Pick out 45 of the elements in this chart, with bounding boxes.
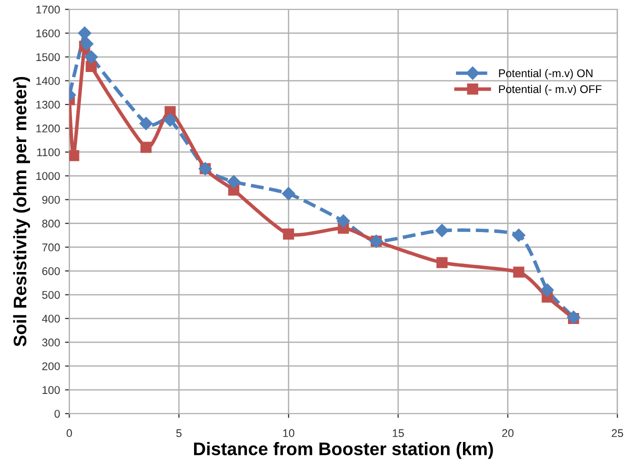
y-tick-label: 1200 [36, 124, 60, 132]
point [435, 224, 449, 238]
y-tick-label: 100 [42, 386, 60, 394]
point [78, 26, 92, 40]
y-tick-label: 300 [42, 338, 60, 346]
point [512, 228, 526, 242]
y-tick-label: 1500 [36, 53, 60, 62]
point [80, 37, 94, 50]
x-tick-label: 25 [612, 429, 624, 438]
point [86, 60, 97, 72]
point [69, 150, 80, 162]
y-tick-label: 1700 [36, 6, 60, 14]
y-tick-label: 1300 [36, 100, 60, 109]
point [282, 228, 294, 240]
x-tick-label: 15 [392, 429, 404, 438]
y-tick-label: 1400 [36, 76, 60, 85]
point [540, 283, 554, 297]
point [282, 187, 296, 200]
y-tick-label: 900 [42, 196, 60, 204]
x-axis-title: Distance from Booster station (km) [194, 442, 493, 459]
y-tick-label: 700 [42, 243, 60, 252]
legend-label: Potential (-m.v) ON [499, 69, 592, 80]
y-tick-label: 500 [42, 290, 60, 299]
y-tick-label: 800 [42, 220, 60, 228]
y-tick-label: 1600 [36, 29, 60, 38]
y-tick-label: 600 [42, 267, 60, 276]
legend-label: Potential (- m.v) OFF [499, 84, 602, 96]
point [436, 257, 448, 268]
point [84, 50, 98, 64]
x-tick-label: 20 [502, 429, 514, 438]
point [227, 175, 240, 188]
y-tick-label: 0 [54, 410, 60, 418]
point [139, 116, 153, 130]
x-tick-label: 5 [176, 429, 182, 438]
point [513, 266, 524, 278]
x-tick-label: 10 [283, 429, 294, 438]
x-tick-label: 0 [66, 429, 72, 438]
y-tick-label: 400 [42, 314, 60, 323]
point [140, 142, 152, 153]
y-tick-label: 200 [42, 362, 60, 370]
y-axis-title: Soil Resistivity (ohm per meter) [13, 76, 30, 346]
y-tick-label: 1000 [36, 172, 60, 180]
point [164, 113, 177, 127]
y-tick-label: 1100 [37, 148, 60, 156]
point [336, 214, 350, 228]
